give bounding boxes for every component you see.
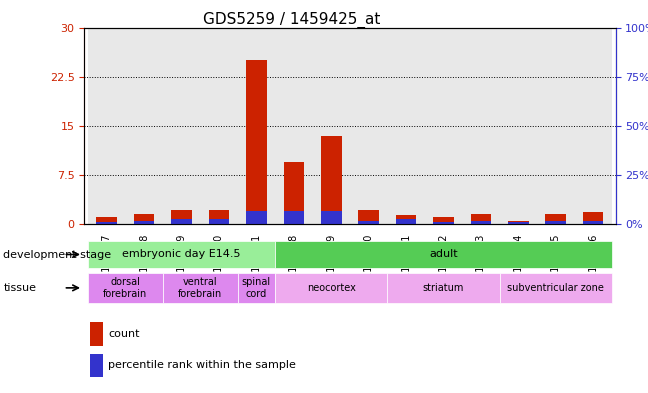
Bar: [163, 28, 200, 224]
Bar: [358, 209, 379, 224]
Text: embryonic day E14.5: embryonic day E14.5: [122, 250, 241, 259]
Bar: [126, 28, 163, 224]
Bar: [508, 221, 529, 224]
Bar: [89, 354, 103, 377]
Text: subventricular zone: subventricular zone: [507, 283, 604, 293]
Bar: [312, 28, 350, 224]
FancyBboxPatch shape: [238, 273, 275, 303]
Bar: [470, 214, 491, 224]
Bar: [97, 222, 117, 224]
Text: percentile rank within the sample: percentile rank within the sample: [108, 360, 296, 371]
Text: development stage: development stage: [3, 250, 111, 260]
Text: tissue: tissue: [3, 283, 36, 293]
Bar: [321, 136, 341, 224]
Bar: [574, 28, 612, 224]
Text: dorsal
forebrain: dorsal forebrain: [103, 277, 148, 299]
Bar: [209, 219, 229, 224]
Bar: [358, 221, 379, 224]
Bar: [424, 28, 462, 224]
Bar: [209, 209, 229, 224]
FancyBboxPatch shape: [163, 273, 238, 303]
FancyBboxPatch shape: [275, 241, 612, 268]
Bar: [284, 162, 304, 224]
Bar: [396, 219, 416, 224]
FancyBboxPatch shape: [88, 273, 163, 303]
FancyBboxPatch shape: [275, 273, 388, 303]
Text: count: count: [108, 329, 140, 339]
Bar: [97, 217, 117, 224]
Text: spinal
cord: spinal cord: [242, 277, 271, 299]
Bar: [583, 212, 603, 224]
Bar: [500, 28, 537, 224]
Bar: [508, 222, 529, 224]
Bar: [537, 28, 574, 224]
Text: ventral
forebrain: ventral forebrain: [178, 277, 222, 299]
Text: GDS5259 / 1459425_at: GDS5259 / 1459425_at: [203, 12, 380, 28]
Bar: [238, 28, 275, 224]
Bar: [350, 28, 388, 224]
Bar: [388, 28, 424, 224]
FancyBboxPatch shape: [88, 241, 275, 268]
Bar: [171, 209, 192, 224]
Bar: [433, 222, 454, 224]
Bar: [89, 322, 103, 346]
Text: neocortex: neocortex: [307, 283, 356, 293]
Bar: [171, 219, 192, 224]
Bar: [433, 217, 454, 224]
Bar: [546, 214, 566, 224]
Bar: [546, 221, 566, 224]
Bar: [134, 221, 154, 224]
Bar: [88, 28, 126, 224]
Bar: [275, 28, 312, 224]
Bar: [246, 211, 267, 224]
Text: striatum: striatum: [422, 283, 464, 293]
Bar: [321, 211, 341, 224]
FancyBboxPatch shape: [500, 273, 612, 303]
Bar: [583, 221, 603, 224]
Bar: [462, 28, 500, 224]
Text: adult: adult: [429, 250, 457, 259]
Bar: [396, 215, 416, 224]
FancyBboxPatch shape: [388, 273, 500, 303]
Bar: [470, 221, 491, 224]
Bar: [284, 211, 304, 224]
Bar: [246, 60, 267, 224]
Bar: [200, 28, 238, 224]
Bar: [134, 214, 154, 224]
